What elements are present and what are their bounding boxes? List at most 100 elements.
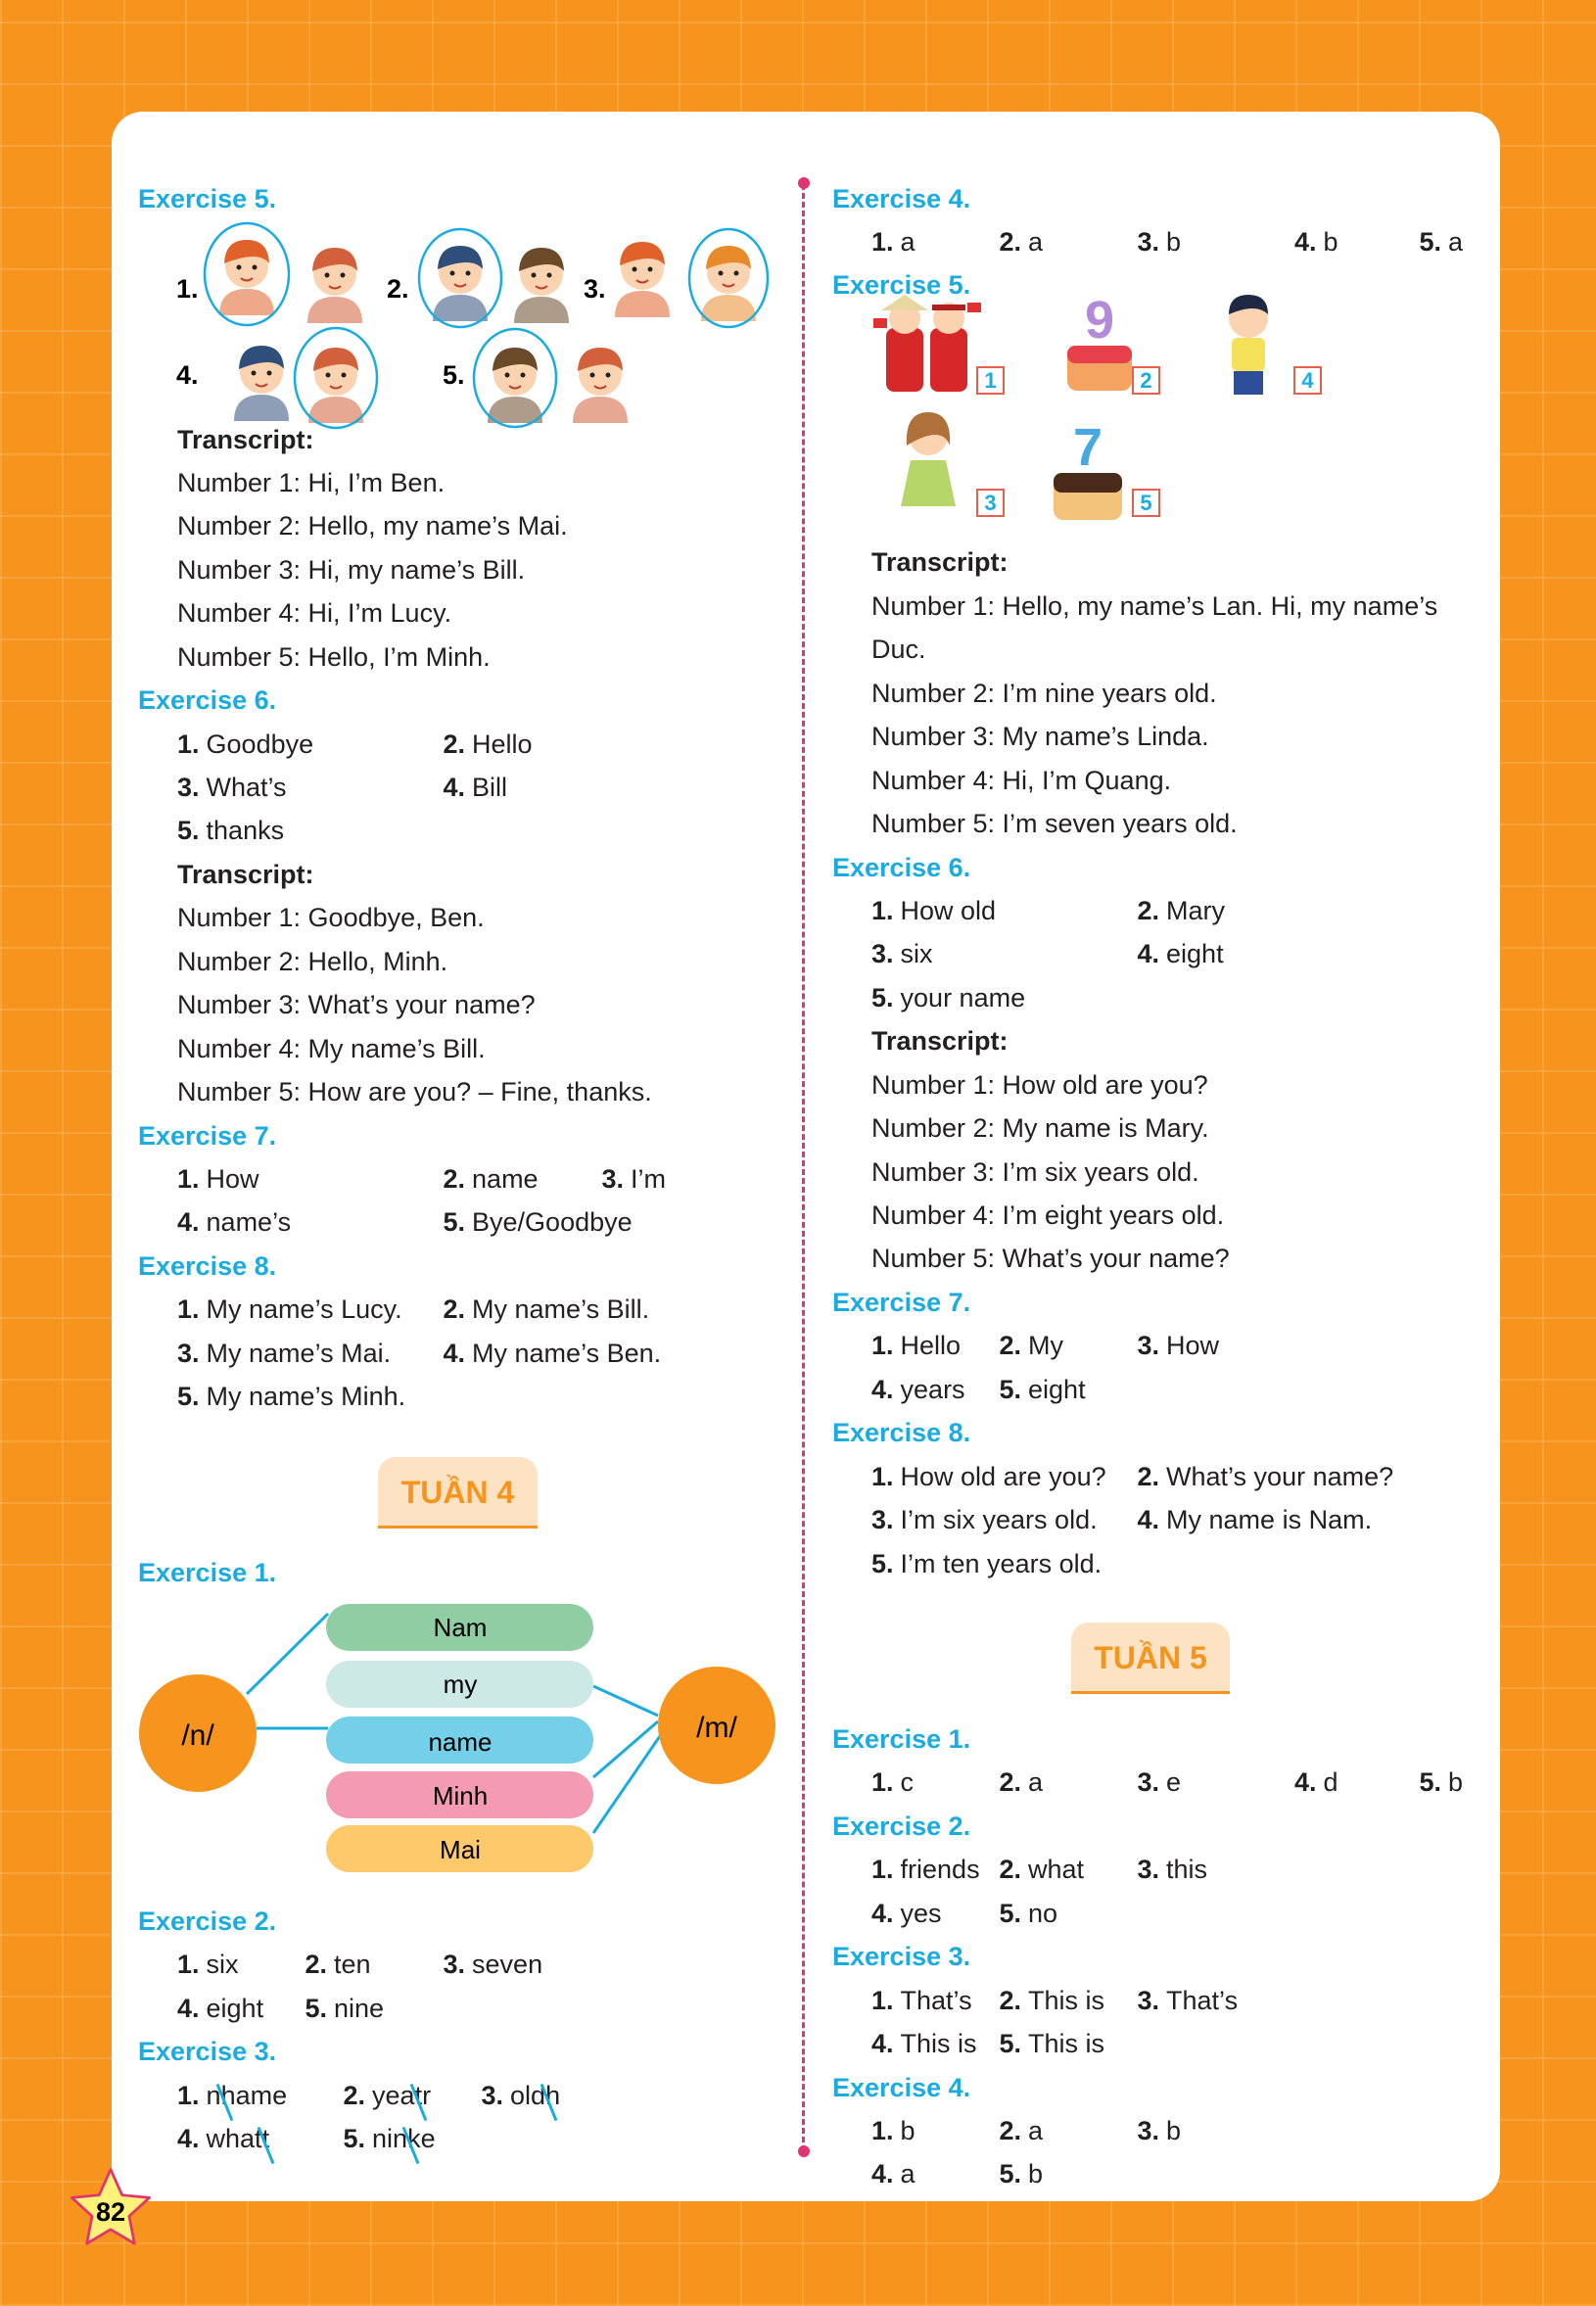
page-number: 82 [96, 2197, 125, 2227]
answer-number: 2. [305, 1950, 328, 1980]
answer-number: 4. [443, 1338, 466, 1368]
transcript-line: Number 4: Hi, I’m Quang. [871, 765, 1172, 795]
sound-circle-m [658, 1667, 775, 1784]
picture-number-box: 4 [1293, 366, 1322, 395]
child-portrait [307, 347, 364, 423]
crossed-letter: t [261, 2124, 270, 2154]
answer-text: What’s your name? [1166, 1461, 1394, 1491]
answer-text: six [206, 1950, 239, 1980]
answer-item: 5. This is [1000, 2022, 1105, 2065]
word-pill [326, 1604, 593, 1651]
answer-item: 2. Hello [444, 723, 533, 766]
answer-row: 4. a 5. b [832, 2152, 1488, 2195]
answer-number: 2. [343, 2080, 366, 2110]
answer-number: 4. [1137, 1505, 1160, 1535]
answer-number: 3. [871, 939, 894, 969]
answer-text: ame [235, 2080, 288, 2110]
transcript-line: Number 1: Hello, my name’s Lan. Hi, my n… [871, 590, 1438, 665]
answer-number: 3. [481, 2080, 504, 2110]
word-label: Mai [440, 1835, 481, 1864]
answer-item: 2. Mary [1138, 889, 1226, 932]
transcript-line: Number 5: How are you? – Fine, thanks. [177, 1077, 652, 1107]
item-number: 1. [176, 274, 199, 304]
answer-item: 4. whatt [177, 2117, 269, 2160]
child-portrait [233, 345, 290, 421]
transcript-line: Number 3: I’m six years old. [871, 1156, 1199, 1187]
answer-row: 4. yes 5. no [832, 1892, 1488, 1935]
answer-item: 4. a [871, 2152, 915, 2195]
crossed-letter: k [407, 2124, 421, 2154]
answer-number: 3. [601, 1163, 625, 1194]
answer-text: My name’s Bill. [472, 1294, 650, 1325]
answer-number: 1. [177, 1950, 200, 1980]
answer-text: what [206, 2124, 262, 2154]
answer-text: eight [1028, 1374, 1086, 1404]
birthday-cake-7-image: 7 [1054, 418, 1122, 520]
answer-item: 1. How old are you? [871, 1455, 1106, 1498]
answer-number: 2. [999, 226, 1022, 257]
child-portrait [513, 247, 570, 323]
divider-dot [798, 177, 810, 189]
transcript-line: Number 1: How old are you? [871, 1069, 1208, 1100]
answer-item: 1. Goodbye [177, 723, 313, 766]
answer-row: 4. eight 5. nine [138, 1987, 784, 2030]
exercise-heading: Exercise 5. [138, 183, 277, 213]
answer-text: eight [206, 1993, 264, 2023]
svg-text:7: 7 [1073, 418, 1103, 477]
left-column-exercise1-heading: Exercise 1. [138, 1551, 784, 1594]
answer-item: 5. your name [871, 976, 1025, 1019]
answer-row: 1. b 2. a 3. b [832, 2109, 1488, 2152]
answer-number: 4. [177, 1993, 200, 2023]
answer-number: 3. [1137, 2115, 1160, 2145]
answer-item: 2. My [1000, 1324, 1064, 1367]
answer-text: I’m [631, 1163, 667, 1194]
answer-number: 2. [1137, 1461, 1160, 1491]
answer-number: 5. [177, 816, 200, 846]
answer-number: 3. [177, 1338, 200, 1368]
left-illustrations: 1. 2. 3. 4. 5. /n/ /m/ Nam my name Minh … [139, 221, 775, 1872]
exercise-heading: Exercise 2. [138, 1906, 277, 1936]
answer-item: 3. seven [444, 1943, 543, 1986]
answer-text: a [900, 226, 915, 257]
picture-number-box: 1 [976, 366, 1005, 395]
answer-item: 1. nhame [177, 2074, 287, 2117]
answer-text: a [1028, 1767, 1044, 1798]
answer-number: 2. [443, 1294, 466, 1325]
answer-text: How old [900, 895, 997, 925]
answer-number: 5. [177, 1382, 200, 1412]
answer-text: a [900, 2159, 915, 2189]
transcript-line: Number 5: What’s your name? [871, 1244, 1230, 1274]
exercise-heading: Exercise 7. [832, 1287, 971, 1317]
answer-text: This is [1028, 2029, 1105, 2059]
answer-item: 1. a [871, 220, 915, 263]
answer-number: 2. [1137, 895, 1160, 925]
child-portrait [218, 239, 275, 315]
answer-item: 2. a [1000, 220, 1044, 263]
answer-circle [293, 326, 379, 430]
week-4-label: TUẦN 4 [378, 1457, 538, 1529]
exercise-heading: Exercise 5. [832, 270, 971, 301]
answer-text: This is [1028, 1985, 1105, 2015]
transcript-line: Number 3: Hi, my name’s Bill. [177, 554, 526, 585]
transcript-line: Number 5: Hello, I’m Minh. [177, 641, 491, 672]
answer-number: 1. [871, 2115, 894, 2145]
answer-number: 1. [871, 1461, 894, 1491]
word-label: Nam [434, 1613, 488, 1642]
answer-item: 2. This is [1000, 1979, 1105, 2022]
answer-text: My name is Nam. [1166, 1505, 1373, 1535]
transcript-line: Number 2: Hello, Minh. [177, 946, 448, 976]
crossed-letter: h [545, 2080, 561, 2110]
child-portrait [614, 241, 671, 317]
answer-item: 3. b [1138, 2109, 1182, 2152]
answer-row: 4. This is 5. This is [832, 2022, 1488, 2065]
right-column-lower: Exercise 1. 1. c 2. a 3. e 4. d 5. b Exercise 2. 1. f… [832, 1718, 1488, 2196]
answer-text: no [1028, 1898, 1058, 1928]
answer-item: 4. yes [871, 1892, 942, 1935]
answer-number: 2. [443, 729, 466, 759]
answer-number: 5. [999, 2029, 1022, 2059]
transcript-label: Transcript: [177, 859, 314, 889]
selection-circles [203, 221, 770, 430]
exercise-heading: Exercise 6. [832, 852, 971, 882]
answer-number: 2. [443, 1163, 466, 1194]
transcript-label: Transcript: [177, 424, 314, 454]
